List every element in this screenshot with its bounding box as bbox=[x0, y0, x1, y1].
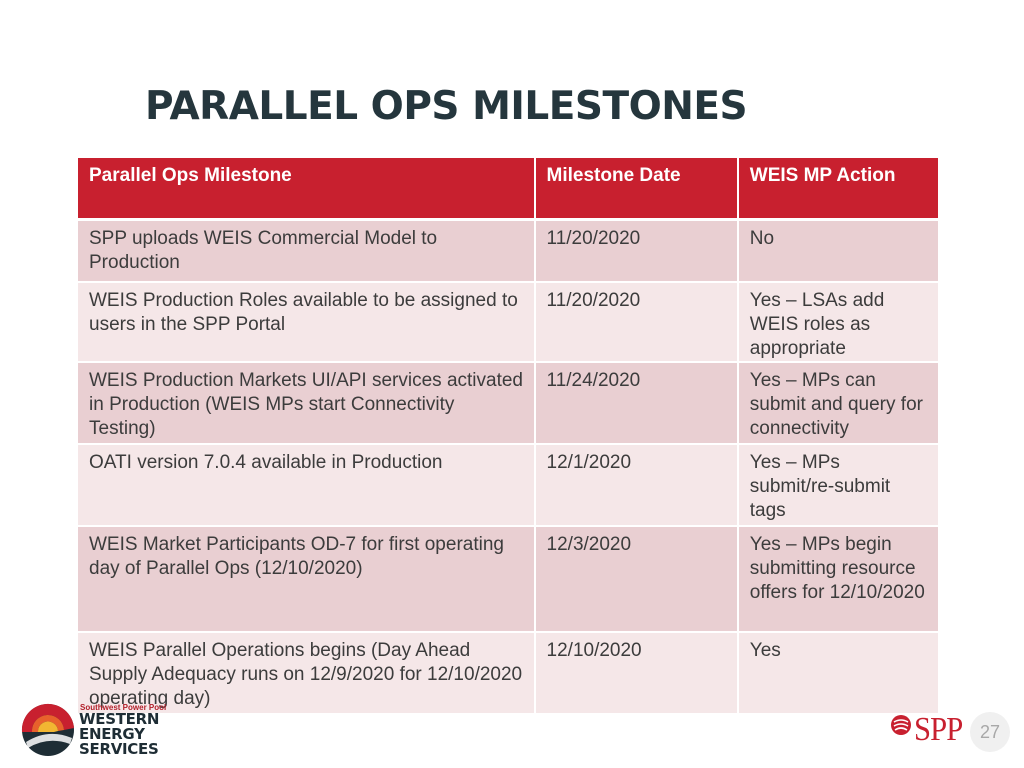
milestone-cell: WEIS Market Participants OD-7 for first … bbox=[78, 527, 536, 633]
action-cell: Yes – MPs begin submitting resource offe… bbox=[738, 527, 938, 633]
table-row: OATI version 7.0.4 available in Producti… bbox=[78, 445, 938, 527]
wes-logo-line-2: ENERGY bbox=[79, 725, 145, 743]
date-cell: 11/20/2020 bbox=[535, 221, 739, 283]
column-header-milestone: Parallel Ops Milestone bbox=[78, 158, 536, 221]
spp-logo-text: SPP bbox=[914, 711, 963, 748]
table-row: WEIS Market Participants OD-7 for first … bbox=[78, 527, 938, 633]
milestone-cell: SPP uploads WEIS Commercial Model to Pro… bbox=[78, 221, 536, 283]
table-row: WEIS Parallel Operations begins (Day Ahe… bbox=[78, 633, 938, 715]
milestone-cell: WEIS Production Roles available to be as… bbox=[78, 283, 536, 363]
date-cell: 11/20/2020 bbox=[535, 283, 739, 363]
table-row: WEIS Production Roles available to be as… bbox=[78, 283, 938, 363]
page-number: 27 bbox=[970, 712, 1010, 752]
spp-logo-icon bbox=[891, 715, 911, 735]
western-energy-services-logo: Southwest Power Pool WESTERN ENERGY SERV… bbox=[20, 702, 170, 760]
milestone-cell: WEIS Parallel Operations begins (Day Ahe… bbox=[78, 633, 536, 715]
date-cell: 12/10/2020 bbox=[535, 633, 739, 715]
milestones-table: Parallel Ops Milestone Milestone Date WE… bbox=[78, 158, 938, 715]
action-cell: No bbox=[738, 221, 938, 283]
wes-logo-line-1: WESTERN bbox=[79, 710, 160, 728]
action-cell: Yes – MPs submit/re-submit tags bbox=[738, 445, 938, 527]
milestone-cell: OATI version 7.0.4 available in Producti… bbox=[78, 445, 536, 527]
date-cell: 12/3/2020 bbox=[535, 527, 739, 633]
column-header-action: WEIS MP Action bbox=[738, 158, 938, 221]
date-cell: 12/1/2020 bbox=[535, 445, 739, 527]
table-row: SPP uploads WEIS Commercial Model to Pro… bbox=[78, 221, 938, 283]
slide-title: PARALLEL OPS MILESTONES bbox=[145, 84, 748, 129]
table-header-row: Parallel Ops Milestone Milestone Date WE… bbox=[78, 158, 938, 221]
milestone-cell: WEIS Production Markets UI/API services … bbox=[78, 363, 536, 445]
date-cell: 11/24/2020 bbox=[535, 363, 739, 445]
action-cell: Yes bbox=[738, 633, 938, 715]
column-header-date: Milestone Date bbox=[535, 158, 739, 221]
wes-logo-org: Southwest Power Pool bbox=[80, 703, 167, 712]
table-row: WEIS Production Markets UI/API services … bbox=[78, 363, 938, 445]
spp-logo: SPP bbox=[890, 710, 963, 750]
wes-logo-line-3: SERVICES bbox=[79, 740, 159, 758]
wes-logo-icon bbox=[21, 703, 74, 756]
action-cell: Yes – LSAs add WEIS roles as appropriate bbox=[738, 283, 938, 363]
action-cell: Yes – MPs can submit and query for conne… bbox=[738, 363, 938, 445]
